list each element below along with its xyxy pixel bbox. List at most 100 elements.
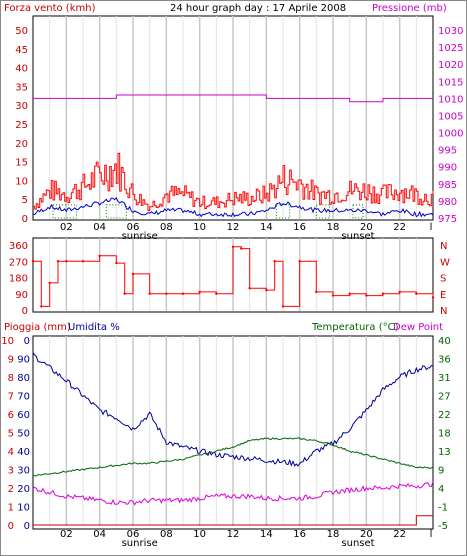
wind-tick-label: 45 — [15, 45, 28, 56]
pressure-line — [33, 94, 433, 103]
wind-direction-point — [31, 260, 35, 263]
pressure-tick-label: 990 — [438, 163, 457, 174]
x-tick-label-bottom: 08 — [160, 529, 173, 540]
pressure-tick-label: 995 — [438, 146, 457, 157]
wind-average-line — [32, 197, 434, 218]
compass-tick-label: N — [440, 306, 447, 317]
humidity-tick-label: 80 — [17, 373, 30, 384]
wind-direction-point — [98, 254, 101, 258]
pressure-tick-label: 1025 — [438, 43, 463, 54]
temperature-tick-label: 31 — [438, 373, 451, 384]
rain-tick-label: 4 — [8, 447, 14, 458]
wind-direction-point — [40, 305, 43, 308]
wind-direction-point — [398, 290, 401, 294]
wind-direction-point — [198, 290, 201, 294]
sunset-label-bottom: sunset — [341, 538, 374, 549]
wind-gust-line — [33, 152, 434, 211]
rain-tick-label: 10 — [1, 336, 14, 347]
compass-tick-label: E — [440, 290, 446, 301]
wind-tick-label: 15 — [15, 158, 28, 169]
wind-direction-point — [65, 260, 68, 263]
humidity-tick-label: 40 — [17, 447, 30, 458]
grid-layer — [49, 16, 417, 526]
wind-direction-point — [48, 281, 51, 285]
humidity-tick-label: 10 — [17, 503, 30, 514]
wind-axis-label: Forza vento (kmh) — [4, 3, 96, 14]
pressure-tick-label: 1000 — [438, 129, 463, 140]
x-tick-label-top: l — [430, 222, 433, 233]
x-tick-label-top: 12 — [227, 222, 240, 233]
wind-direction-point — [273, 260, 276, 263]
rain-tick-label: 8 — [8, 373, 14, 384]
wind-calm-band — [105, 204, 127, 219]
x-tick-label-bottom: 20 — [360, 529, 373, 540]
humidity-tick-label: 30 — [17, 466, 30, 477]
x-tick-label-top: 14 — [260, 222, 273, 233]
x-tick-label-top: 20 — [360, 222, 373, 233]
wind-direction-point — [123, 292, 126, 295]
wind-tick-label: 20 — [15, 139, 28, 150]
wind-calm-band — [52, 204, 77, 219]
wind-direction-point — [148, 292, 151, 295]
x-tick-label-bottom: 06 — [127, 529, 140, 540]
wind-tick-label: 10 — [15, 176, 28, 187]
compass-tick-label: N — [440, 241, 447, 252]
temperature-tick-label: 9 — [438, 466, 444, 477]
wind-tick-label: 30 — [15, 101, 28, 112]
wind-calm-band — [275, 204, 291, 219]
pressure-tick-label: 1015 — [438, 77, 463, 88]
rain-tick-label: 1 — [8, 503, 14, 514]
rain-tick-label: 7 — [8, 392, 14, 403]
wind-direction-point — [240, 247, 243, 250]
rain-tick-label: 9 — [8, 355, 14, 366]
compass-tick-label: W — [440, 257, 450, 268]
wind-tick-label: 5 — [22, 195, 28, 206]
sunrise-label: sunrise — [122, 231, 158, 242]
wind-direction-point — [431, 296, 435, 299]
humidity-tick-label: 90 — [17, 355, 30, 366]
wind-tick-label: 0 — [22, 214, 28, 225]
x-tick-label-top: 02 — [60, 222, 73, 233]
wind-direction-point — [215, 292, 218, 295]
temperature-axis-label: Temperatura (°C) — [311, 322, 399, 333]
wind-tick-label: 40 — [15, 64, 28, 75]
pressure-tick-label: 1010 — [438, 94, 463, 105]
direction-tick-label: 270 — [9, 257, 28, 268]
wind-direction-point — [231, 245, 235, 249]
wind-tick-label: 50 — [15, 26, 28, 37]
temperature-tick-label: 22 — [438, 410, 451, 421]
x-tick-label-top: 08 — [160, 222, 173, 233]
temperature-tick-label: 36 — [438, 355, 451, 366]
wind-tick-label: 35 — [15, 82, 28, 93]
wind-direction-point — [298, 260, 301, 263]
temperature-tick-label: -5 — [438, 521, 448, 532]
rain-tick-label: 2 — [8, 484, 14, 495]
wind-direction-point — [415, 292, 418, 295]
temperature-tick-label: -1 — [438, 503, 448, 514]
x-tick-label-top: 18 — [327, 222, 340, 233]
rain-tick-label: 0 — [8, 521, 14, 532]
x-tick-label-bottom: 16 — [293, 529, 306, 540]
wind-direction-point — [365, 294, 368, 297]
x-tick-label-bottom: 18 — [327, 529, 340, 540]
chart-title: 24 hour graph day : 17 Aprile 2008 — [170, 3, 346, 14]
wind-direction-line — [33, 246, 434, 307]
humidity-tick-label: 20 — [17, 484, 30, 495]
x-tick-label-bottom: l — [430, 529, 433, 540]
humidity-tick-label: 0 — [24, 336, 30, 347]
pressure-tick-label: 1020 — [438, 60, 463, 71]
wind-tick-label: 25 — [15, 120, 28, 131]
temperature-tick-label: 4 — [438, 484, 444, 495]
wind-direction-point — [248, 287, 251, 290]
humidity-axis-label: Umidita % — [68, 322, 120, 333]
sunset-label: sunset — [341, 231, 374, 242]
wind-direction-point — [265, 288, 268, 292]
temperature-tick-label: 13 — [438, 447, 451, 458]
humidity-tick-label: 70 — [17, 392, 30, 403]
series-layer — [31, 94, 435, 526]
wind-direction-point — [181, 292, 185, 295]
direction-tick-label: 180 — [9, 274, 28, 285]
x-tick-label-bottom: 14 — [260, 529, 273, 540]
humidity-tick-label: 0 — [24, 521, 30, 532]
